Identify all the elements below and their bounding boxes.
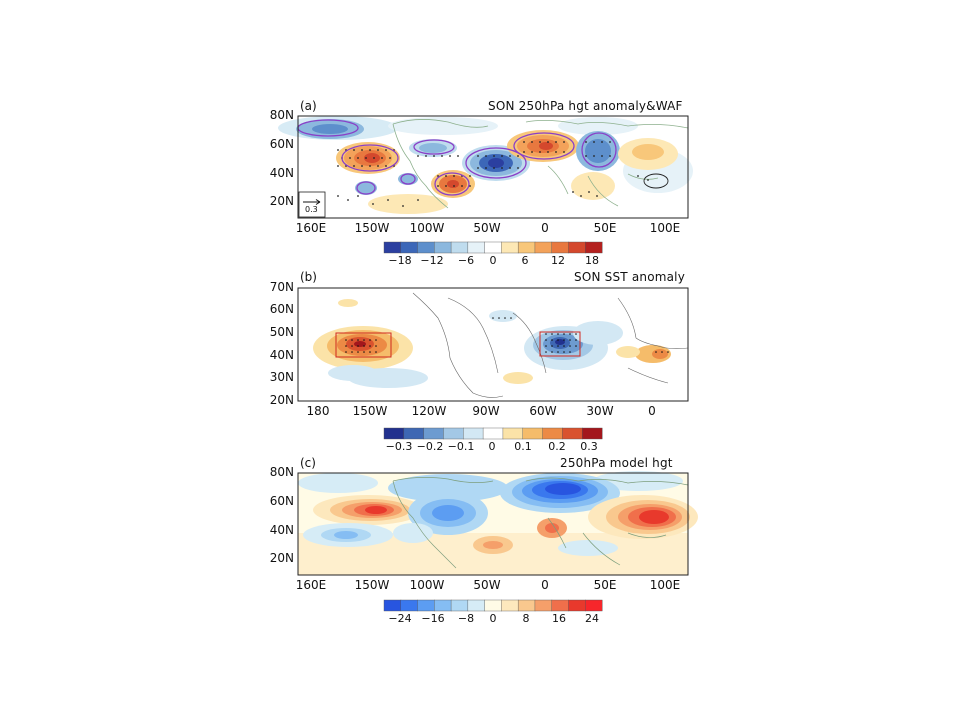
colorbar-swatch bbox=[517, 599, 536, 612]
colorbar-swatch bbox=[417, 599, 435, 612]
colorbar-swatch bbox=[551, 599, 569, 612]
panel-c-xtick: 150W bbox=[354, 578, 390, 592]
panel-a-xtick: 50W bbox=[473, 221, 501, 235]
panel-b-ytick: 60N bbox=[269, 302, 294, 316]
panel-a-xtick: 160E bbox=[295, 221, 327, 235]
panel-b-ytick: 50N bbox=[269, 325, 294, 339]
colorbar-swatch bbox=[581, 427, 603, 440]
panel-b-xtick: 60W bbox=[529, 404, 557, 418]
panel-a: (a) SON 250hPa hgt anomaly&WAF bbox=[0, 0, 960, 270]
panel-a-ytick: 60N bbox=[269, 137, 294, 151]
panel-a-xtick: 100W bbox=[409, 221, 445, 235]
panel-b-ytick: 30N bbox=[269, 370, 294, 384]
panel-c-ytick: 40N bbox=[269, 523, 294, 537]
colorbar-swatch bbox=[383, 599, 402, 612]
colorbar-swatch bbox=[568, 599, 586, 612]
panel-b-colorbar bbox=[383, 427, 603, 440]
panel-c-map bbox=[297, 471, 698, 576]
panel-c-xtick: 100E bbox=[649, 578, 681, 592]
panel-a-ytick: 20N bbox=[269, 194, 294, 208]
panel-c-colorbar bbox=[383, 599, 603, 612]
panel-b-letter: (b) bbox=[300, 270, 317, 284]
panel-b-xtick: 90W bbox=[472, 404, 500, 418]
panel-b-xtick: 180 bbox=[306, 404, 330, 418]
panel-c-cb-label: 16 bbox=[552, 612, 566, 625]
panel-c-cb-label: 24 bbox=[585, 612, 599, 625]
colorbar-swatch bbox=[501, 599, 519, 612]
panel-a-ytick: 80N bbox=[269, 108, 294, 122]
panel-a-ytick: 40N bbox=[269, 166, 294, 180]
panel-b-ytick: 20N bbox=[269, 393, 294, 407]
panel-c-ytick: 20N bbox=[269, 551, 294, 565]
panel-c-cb-label: 0 bbox=[489, 612, 497, 625]
panel-a-cb-label: 6 bbox=[521, 254, 529, 267]
panel-b-xtick: 30W bbox=[586, 404, 614, 418]
panel-b-xtick: 0 bbox=[648, 404, 656, 418]
colorbar-swatch bbox=[450, 599, 469, 612]
panel-a-title: SON 250hPa hgt anomaly&WAF bbox=[488, 99, 683, 113]
panel-c-cb-label: −16 bbox=[421, 612, 445, 625]
panel-a-cb-label: −18 bbox=[388, 254, 412, 267]
colorbar-swatch bbox=[434, 599, 452, 612]
panel-a-map bbox=[278, 115, 693, 219]
panel-b-ytick: 40N bbox=[269, 348, 294, 362]
panel-b-cb-label: 0.2 bbox=[548, 440, 566, 453]
panel-c-cb-label: 8 bbox=[522, 612, 530, 625]
panel-a-ref-vector-label: 0.3 bbox=[305, 205, 318, 214]
panel-c-ytick: 60N bbox=[269, 494, 294, 508]
panel-b-cb-label: −0.3 bbox=[385, 440, 413, 453]
panel-b-cb-label: 0 bbox=[488, 440, 496, 453]
panel-c-xtick: 50E bbox=[593, 578, 617, 592]
panel-b-map bbox=[297, 287, 689, 402]
panel-a-cb-label: −12 bbox=[420, 254, 444, 267]
panel-b-cb-label: −0.2 bbox=[416, 440, 444, 453]
panel-b-xtick: 150W bbox=[352, 404, 388, 418]
panel-b-cb-label: −0.1 bbox=[447, 440, 475, 453]
panel-a-colorbar bbox=[383, 241, 603, 254]
colorbar-swatch bbox=[400, 599, 419, 612]
panel-b-ytick: 70N bbox=[269, 280, 294, 294]
colorbar-swatch bbox=[585, 241, 603, 254]
panel-a-xtick: 0 bbox=[541, 221, 549, 235]
panel-a-cb-label: −6 bbox=[457, 254, 475, 267]
colorbar-swatch bbox=[467, 599, 486, 612]
panel-b: (b) SON SST anomaly bbox=[269, 270, 689, 453]
panel-c-title: 250hPa model hgt bbox=[560, 456, 673, 470]
colorbar-swatch bbox=[585, 599, 603, 612]
panel-b-cb-label: 0.1 bbox=[514, 440, 532, 453]
panel-c-xtick: 100W bbox=[409, 578, 445, 592]
panel-c-letter: (c) bbox=[300, 456, 316, 470]
panel-a-xtick: 50E bbox=[593, 221, 617, 235]
panel-b-cb-label: 0.3 bbox=[580, 440, 598, 453]
colorbar-swatch bbox=[484, 599, 502, 612]
colorbar-swatch bbox=[534, 599, 553, 612]
panel-a-letter: (a) bbox=[300, 99, 317, 113]
panel-a-cb-label: 0 bbox=[489, 254, 497, 267]
panel-a-cb-label: 18 bbox=[585, 254, 599, 267]
panel-a-cb-label: 12 bbox=[551, 254, 565, 267]
panel-c-xtick: 160E bbox=[295, 578, 327, 592]
panel-c-xtick: 50W bbox=[473, 578, 501, 592]
panel-c-ytick: 80N bbox=[269, 465, 294, 479]
panel-a-xtick: 150W bbox=[354, 221, 390, 235]
panel-a-xtick: 100E bbox=[649, 221, 681, 235]
panel-c-cb-label: −24 bbox=[388, 612, 412, 625]
panel-c-cb-label: −8 bbox=[457, 612, 475, 625]
panel-c: (c) 250hPa model hgt bbox=[269, 456, 698, 625]
panel-b-xtick: 120W bbox=[411, 404, 447, 418]
panel-b-title: SON SST anomaly bbox=[574, 270, 686, 284]
panel-c-xtick: 0 bbox=[541, 578, 549, 592]
